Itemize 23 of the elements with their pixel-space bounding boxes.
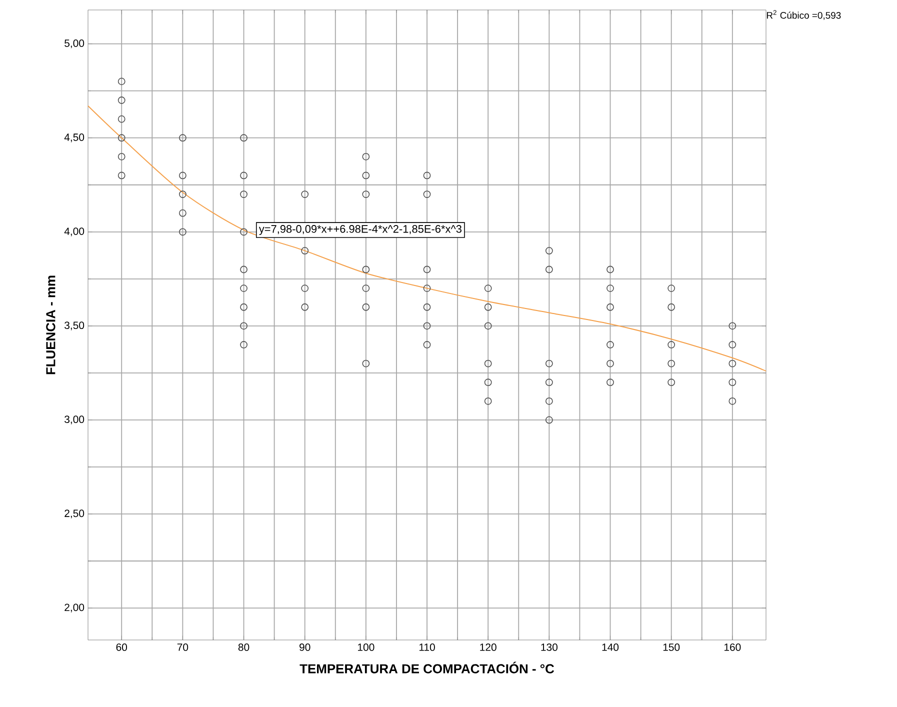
x-tick-label: 120 (480, 644, 496, 651)
x-tick-label: 100 (358, 644, 374, 651)
x-tick-label: 90 (300, 644, 310, 651)
x-tick-label: 80 (238, 644, 250, 651)
y-tick-label: 3,00 (64, 416, 84, 424)
y-tick-label: 4,00 (64, 228, 84, 236)
x-tick-label: 60 (116, 644, 128, 651)
annotation: y=7,98-0,09*x++6.98E-4*x^2-1,85E-6*x^3 (258, 225, 462, 235)
y-tick-label: 4,50 (64, 134, 84, 142)
x-tick-label: 70 (177, 644, 188, 651)
x-tick-label: 160 (724, 644, 741, 651)
x-tick-label: 150 (663, 644, 680, 651)
y-tick-label: 2,50 (64, 510, 84, 518)
text: R$^{2}$ Cúbico =0,593 (766, 10, 841, 20)
y-tick-label: 3,50 (64, 322, 84, 330)
y-tick-label: 5,00 (64, 40, 84, 48)
y-tick-label: 2,00 (64, 604, 84, 612)
x-axis-title: TEMPERATURA DE COMPACTACIÓN - °C (300, 662, 554, 674)
line-series (88, 105, 767, 372)
y-axis-title: FLUENCIA - mm (46, 276, 56, 374)
x-tick-label: 130 (541, 644, 558, 651)
x-tick-label: 140 (602, 644, 619, 651)
x-tick-label: 110 (419, 644, 435, 651)
